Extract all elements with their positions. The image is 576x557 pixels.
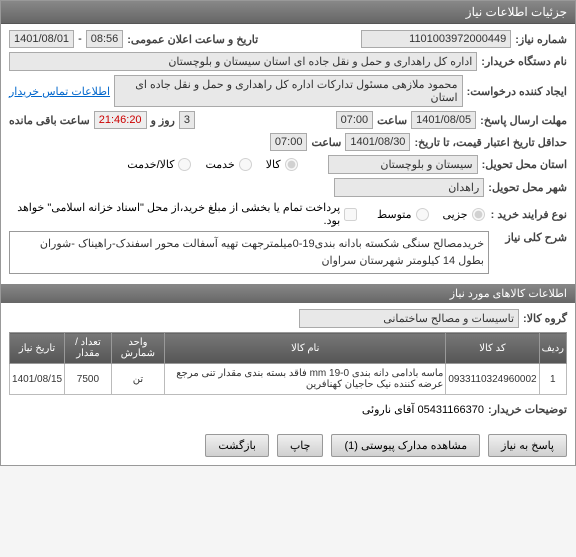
- province-value: سیستان و بلوچستان: [328, 155, 478, 174]
- announce-time: 08:56: [86, 30, 124, 48]
- goods-table: ردیف کد کالا نام کالا واحد شمارش تعداد /…: [9, 332, 567, 395]
- desc-label: شرح کلی نیاز: [497, 231, 567, 244]
- payment-checkbox[interactable]: پرداخت تمام یا بخشی از مبلغ خرید،از محل …: [9, 201, 359, 227]
- buyer-notes-value: 05431166370 آقای ناروئی: [362, 403, 484, 416]
- col-qty: تعداد / مقدار: [65, 333, 112, 364]
- col-date: تاریخ نیاز: [10, 333, 65, 364]
- deadline-time: 07:00: [336, 111, 374, 129]
- hour-label-1: ساعت: [377, 114, 407, 127]
- partial-radio[interactable]: جزیی: [443, 208, 487, 221]
- hour-label-2: ساعت: [311, 136, 341, 149]
- buyer-org-label: نام دستگاه خریدار:: [481, 55, 567, 68]
- col-code: کد کالا: [446, 333, 539, 364]
- announce-date: 1401/08/01: [9, 30, 74, 48]
- goods-group-label: گروه کالا:: [523, 312, 567, 325]
- goods-radio[interactable]: کالا: [266, 158, 300, 171]
- delivery-type-group: کالا خدمت کالا/خدمت: [127, 158, 299, 171]
- col-unit: واحد شمارش: [111, 333, 164, 364]
- time-remain: 21:46:20: [94, 111, 147, 129]
- valid-time: 07:00: [270, 133, 308, 151]
- col-name: نام کالا: [165, 333, 446, 364]
- both-radio[interactable]: کالا/خدمت: [127, 158, 193, 171]
- service-radio[interactable]: خدمت: [205, 158, 253, 171]
- deadline-label: مهلت ارسال پاسخ:: [480, 114, 567, 127]
- city-value: راهدان: [334, 178, 484, 197]
- goods-section-header: اطلاعات کالاهای مورد نیاز: [1, 284, 575, 303]
- attachments-button[interactable]: مشاهده مدارک پیوستی (1): [331, 434, 480, 457]
- deadline-date: 1401/08/05: [411, 111, 476, 129]
- purchase-type-group: جزیی متوسط: [377, 208, 487, 221]
- contact-info-link[interactable]: اطلاعات تماس خریدار: [9, 85, 110, 98]
- goods-group-value: تاسیسات و مصالح ساختمانی: [299, 309, 519, 328]
- table-row: 1 0933110324960002 ماسه بادامی دانه بندی…: [10, 364, 567, 395]
- day-hour-label: روز و: [151, 114, 175, 127]
- city-label: شهر محل تحویل:: [488, 181, 567, 194]
- creator-value: محمود ملازهی مسئول تدارکات اداره کل راهد…: [114, 75, 463, 107]
- page-header: جزئیات اطلاعات نیاز: [1, 1, 575, 24]
- col-row: ردیف: [539, 333, 566, 364]
- creator-label: ایجاد کننده درخواست:: [467, 85, 567, 98]
- purchase-type-label: نوع فرایند خرید :: [491, 208, 567, 221]
- medium-radio[interactable]: متوسط: [377, 208, 431, 221]
- buyer-org-value: اداره کل راهداری و حمل و نقل جاده ای است…: [9, 52, 477, 71]
- days-remain: 3: [179, 111, 195, 129]
- need-number-label: شماره نیاز:: [515, 33, 567, 46]
- province-label: استان محل تحویل:: [482, 158, 567, 171]
- valid-date: 1401/08/30: [345, 133, 410, 151]
- valid-label: حداقل تاریخ اعتبار قیمت، تا تاریخ:: [414, 136, 567, 149]
- announce-label: تاریخ و ساعت اعلان عمومی:: [127, 33, 258, 46]
- need-number-value: 1101003972000449: [361, 30, 511, 48]
- description-box: خریدمصالح سنگی شکسته بادانه بندی19-0میلم…: [9, 231, 489, 274]
- back-button[interactable]: بازگشت: [205, 434, 269, 457]
- remaining-label: ساعت باقی مانده: [9, 114, 90, 127]
- buyer-notes-label: توضیحات خریدار:: [488, 403, 567, 416]
- respond-button[interactable]: پاسخ به نیاز: [488, 434, 567, 457]
- print-button[interactable]: چاپ: [277, 434, 324, 457]
